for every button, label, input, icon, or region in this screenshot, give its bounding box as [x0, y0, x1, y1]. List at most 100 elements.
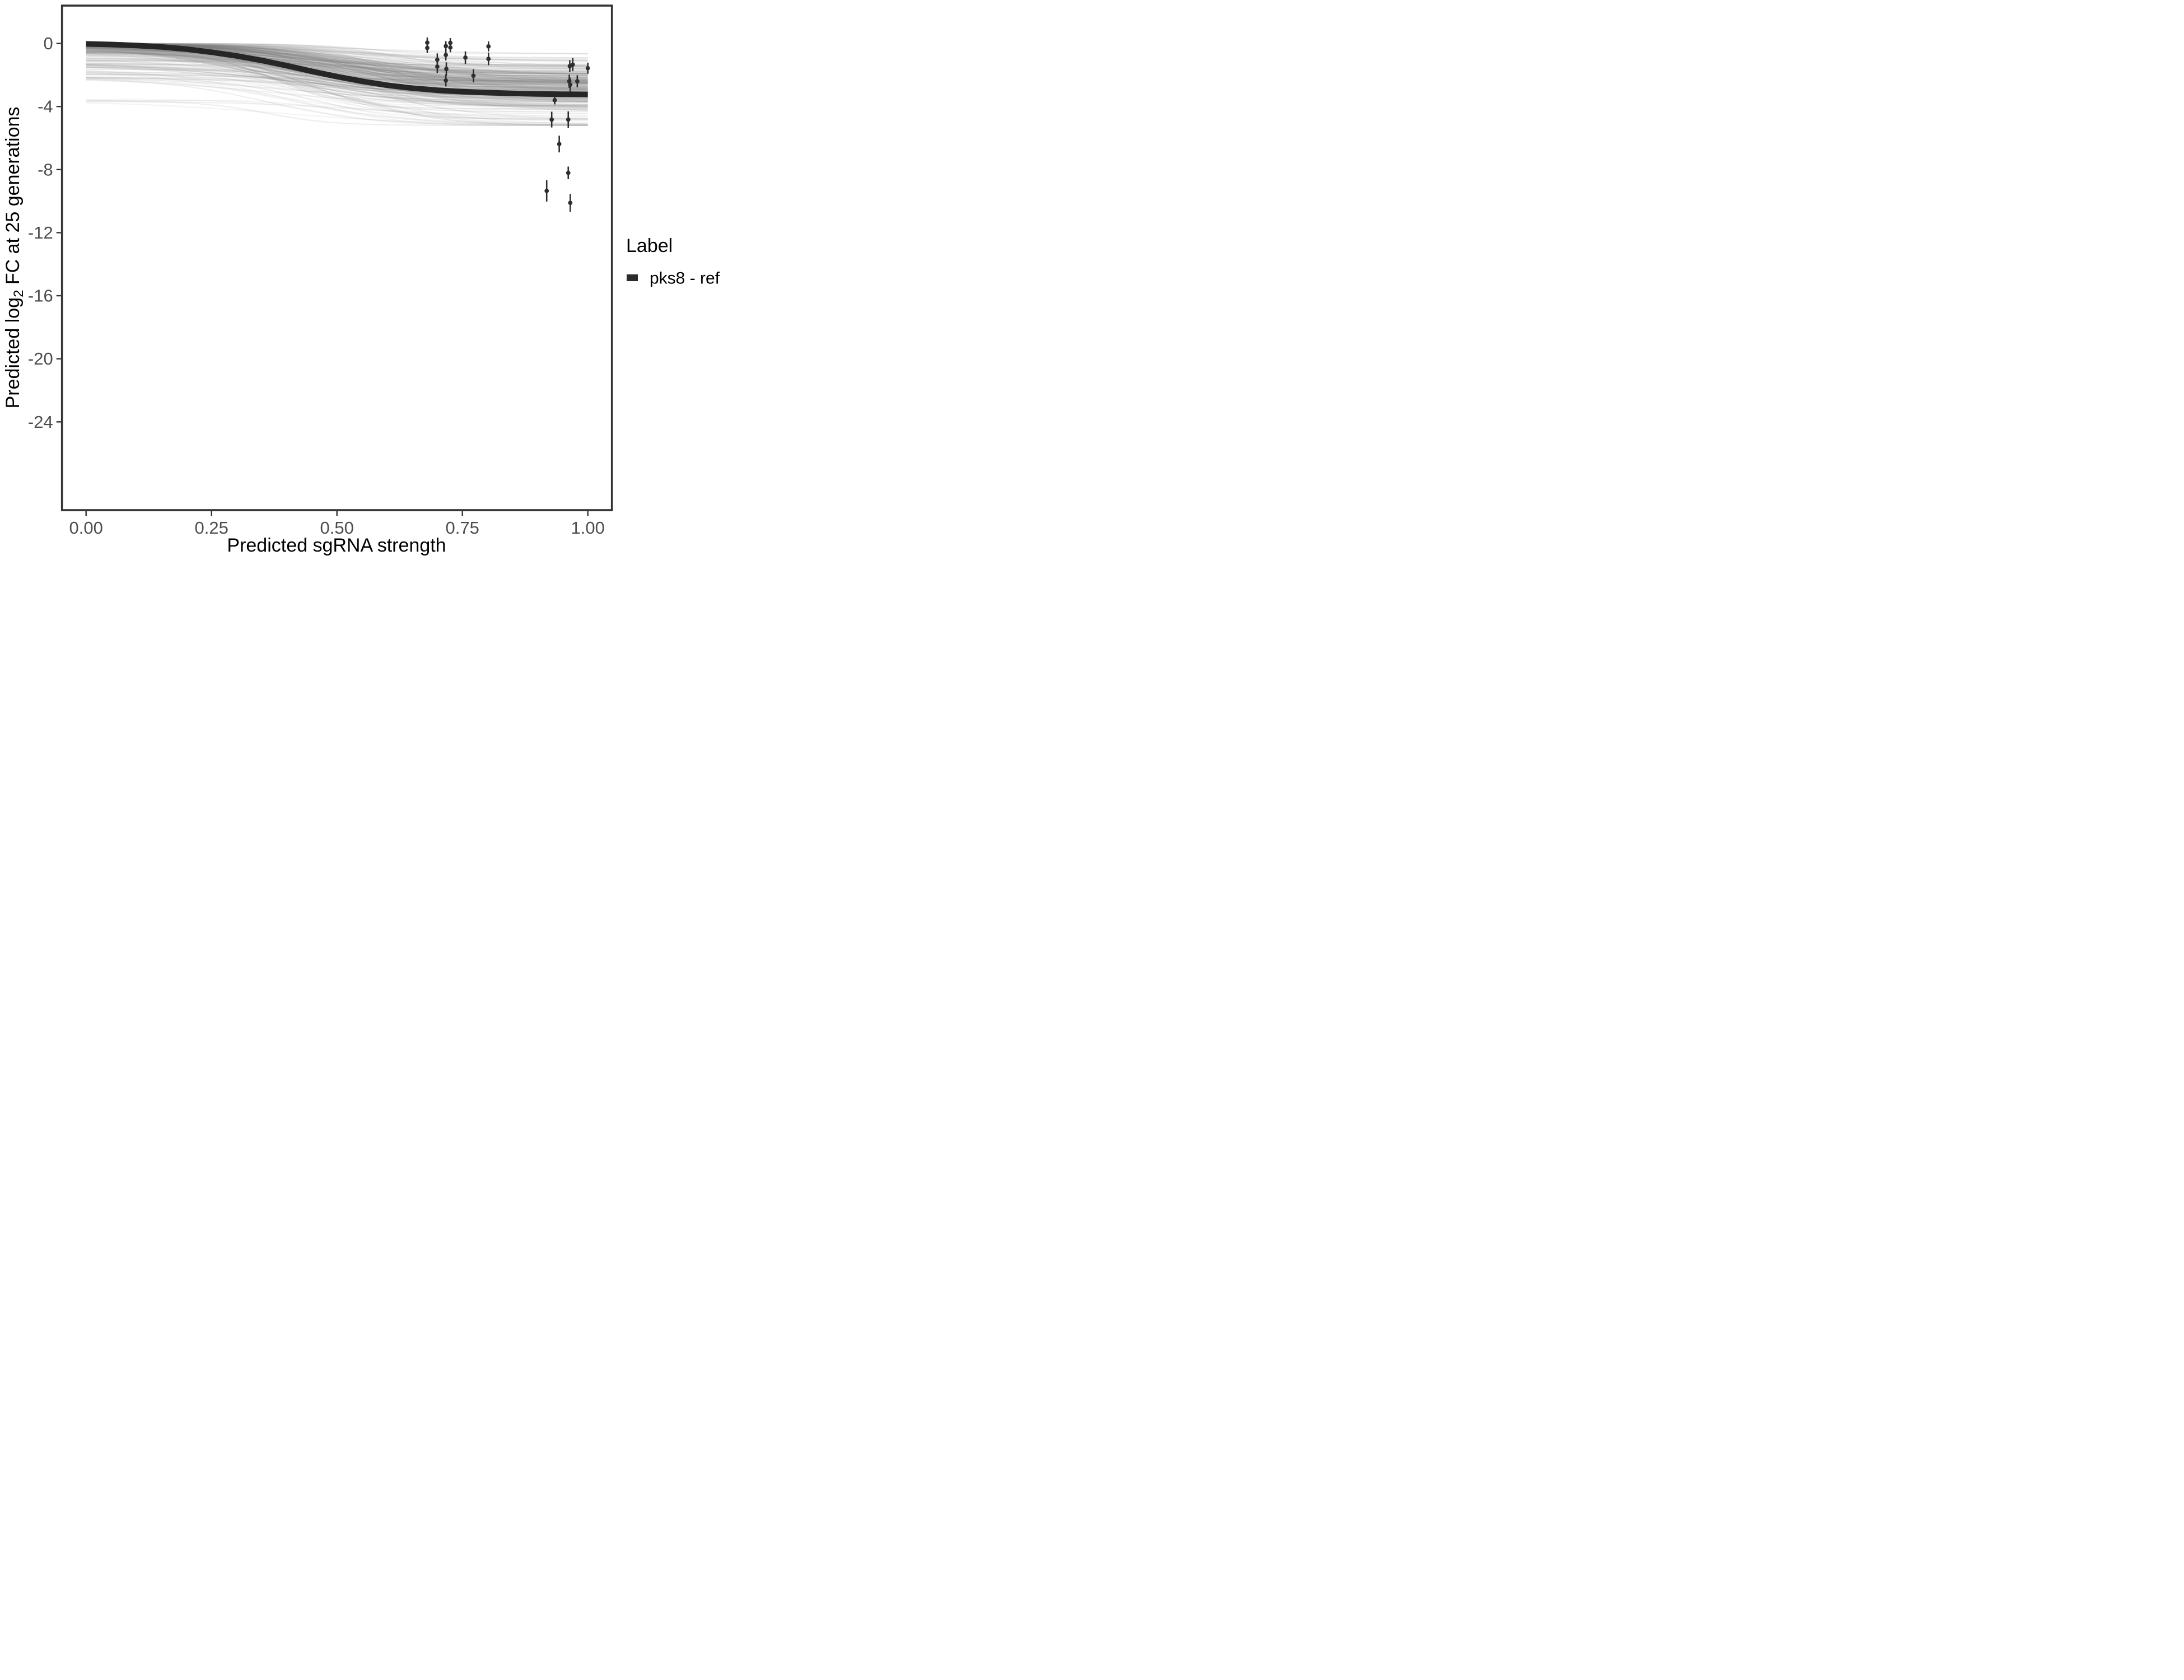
- data-point: [444, 67, 449, 72]
- posterior-draw-line: [86, 77, 588, 102]
- posterior-draw-lines: [86, 43, 588, 127]
- posterior-draw-line: [86, 64, 588, 120]
- posterior-draw-line: [86, 43, 588, 80]
- posterior-draw-line: [86, 73, 588, 125]
- data-point: [435, 64, 440, 69]
- posterior-draw-line: [86, 74, 588, 88]
- posterior-draw-line: [86, 71, 588, 105]
- posterior-draw-line: [86, 65, 588, 119]
- data-point: [568, 82, 573, 87]
- posterior-draw-line: [86, 54, 588, 106]
- data-point: [566, 170, 571, 175]
- y-tick-label: 0: [43, 34, 53, 53]
- posterior-draw-line: [86, 59, 588, 88]
- data-point: [486, 57, 491, 62]
- posterior-draw-line: [86, 50, 588, 81]
- posterior-draw-line: [86, 50, 588, 106]
- posterior-draw-line: [86, 55, 588, 98]
- x-axis-title: Predicted sgRNA strength: [227, 535, 446, 556]
- posterior-draw-line: [86, 44, 588, 67]
- posterior-draw-line: [86, 51, 588, 86]
- data-point: [471, 73, 476, 78]
- posterior-draw-line: [86, 45, 588, 100]
- posterior-draw-line: [86, 72, 588, 118]
- posterior-draw-line: [86, 51, 588, 110]
- x-tick-label: 0.25: [195, 518, 228, 538]
- posterior-draw-line: [86, 78, 588, 126]
- y-tick-label: -8: [38, 160, 53, 179]
- data-points-layer: [425, 37, 590, 212]
- posterior-draw-line: [86, 99, 588, 126]
- legend: Label pks8 - ref: [626, 235, 720, 288]
- posterior-draw-line: [86, 71, 588, 84]
- posterior-draw-line: [86, 43, 588, 77]
- posterior-draw-line: [86, 53, 588, 106]
- data-point: [552, 98, 557, 102]
- posterior-draw-line: [86, 43, 588, 78]
- posterior-draw-line: [86, 101, 588, 116]
- posterior-draw-line: [86, 64, 588, 122]
- posterior-draw-line: [86, 52, 588, 82]
- data-point: [544, 188, 549, 193]
- posterior-draw-line: [86, 52, 588, 72]
- posterior-draw-line: [86, 43, 588, 75]
- posterior-draw-line: [86, 77, 588, 125]
- posterior-draw-line: [86, 71, 588, 102]
- posterior-draw-line: [86, 43, 588, 83]
- posterior-draw-line: [86, 43, 588, 55]
- posterior-draw-line: [86, 43, 588, 66]
- posterior-draw-line: [86, 48, 588, 83]
- posterior-draw-line: [86, 46, 588, 99]
- x-tick-label: 1.00: [571, 518, 605, 538]
- posterior-draw-line: [86, 43, 588, 65]
- posterior-draw-line: [86, 67, 588, 109]
- posterior-draw-line: [86, 43, 588, 75]
- posterior-draw-line: [86, 63, 588, 106]
- posterior-draw-line: [86, 47, 588, 110]
- data-point: [557, 142, 562, 147]
- posterior-draw-line: [86, 48, 588, 90]
- posterior-draw-line: [86, 53, 588, 82]
- data-point: [575, 79, 580, 84]
- posterior-draw-line: [86, 48, 588, 109]
- x-tick-label: 0.75: [446, 518, 479, 538]
- posterior-draw-line: [86, 48, 588, 76]
- figure: 0.00 0.25 0.50 0.75 1.00 0 -4 -8 -12 -16 -20 -24 P…: [0, 0, 728, 560]
- posterior-draw-line: [86, 43, 588, 69]
- posterior-draw-line: [86, 45, 588, 99]
- posterior-draw-line: [86, 74, 588, 124]
- posterior-draw-line: [86, 46, 588, 107]
- posterior-draw-line: [86, 76, 588, 126]
- data-point: [444, 44, 449, 49]
- posterior-draw-line: [86, 59, 588, 107]
- posterior-draw-line: [86, 59, 588, 102]
- posterior-draw-line: [86, 48, 588, 94]
- posterior-draw-line: [86, 59, 588, 81]
- posterior-draw-line: [86, 43, 588, 83]
- posterior-draw-line: [86, 102, 588, 126]
- posterior-draw-line: [86, 51, 588, 81]
- posterior-draw-line: [86, 54, 588, 90]
- posterior-draw-line: [86, 52, 588, 101]
- posterior-draw-line: [86, 47, 588, 108]
- posterior-draw-line: [86, 43, 588, 82]
- posterior-draw-line: [86, 58, 588, 107]
- posterior-draw-line: [86, 52, 588, 80]
- posterior-draw-line: [86, 43, 588, 74]
- data-point: [425, 45, 430, 50]
- posterior-draw-line: [86, 48, 588, 83]
- posterior-draw-line: [86, 71, 588, 114]
- data-point: [549, 117, 554, 122]
- y-axis-title-pre: Predicted log: [2, 297, 24, 408]
- y-axis-title-post: FC at 25 generations: [2, 107, 24, 290]
- posterior-draw-line: [86, 53, 588, 91]
- y-tick-label: -24: [28, 412, 53, 432]
- chart-canvas: 0.00 0.25 0.50 0.75 1.00 0 -4 -8 -12 -16 -20 -24 P…: [2, 4, 720, 556]
- posterior-draw-line: [86, 79, 588, 108]
- posterior-draw-line: [86, 45, 588, 92]
- posterior-draw-line: [86, 49, 588, 70]
- posterior-draw-line: [86, 43, 588, 63]
- posterior-draw-line: [86, 63, 588, 120]
- y-tick-label: -4: [38, 97, 53, 116]
- posterior-draw-line: [86, 43, 588, 54]
